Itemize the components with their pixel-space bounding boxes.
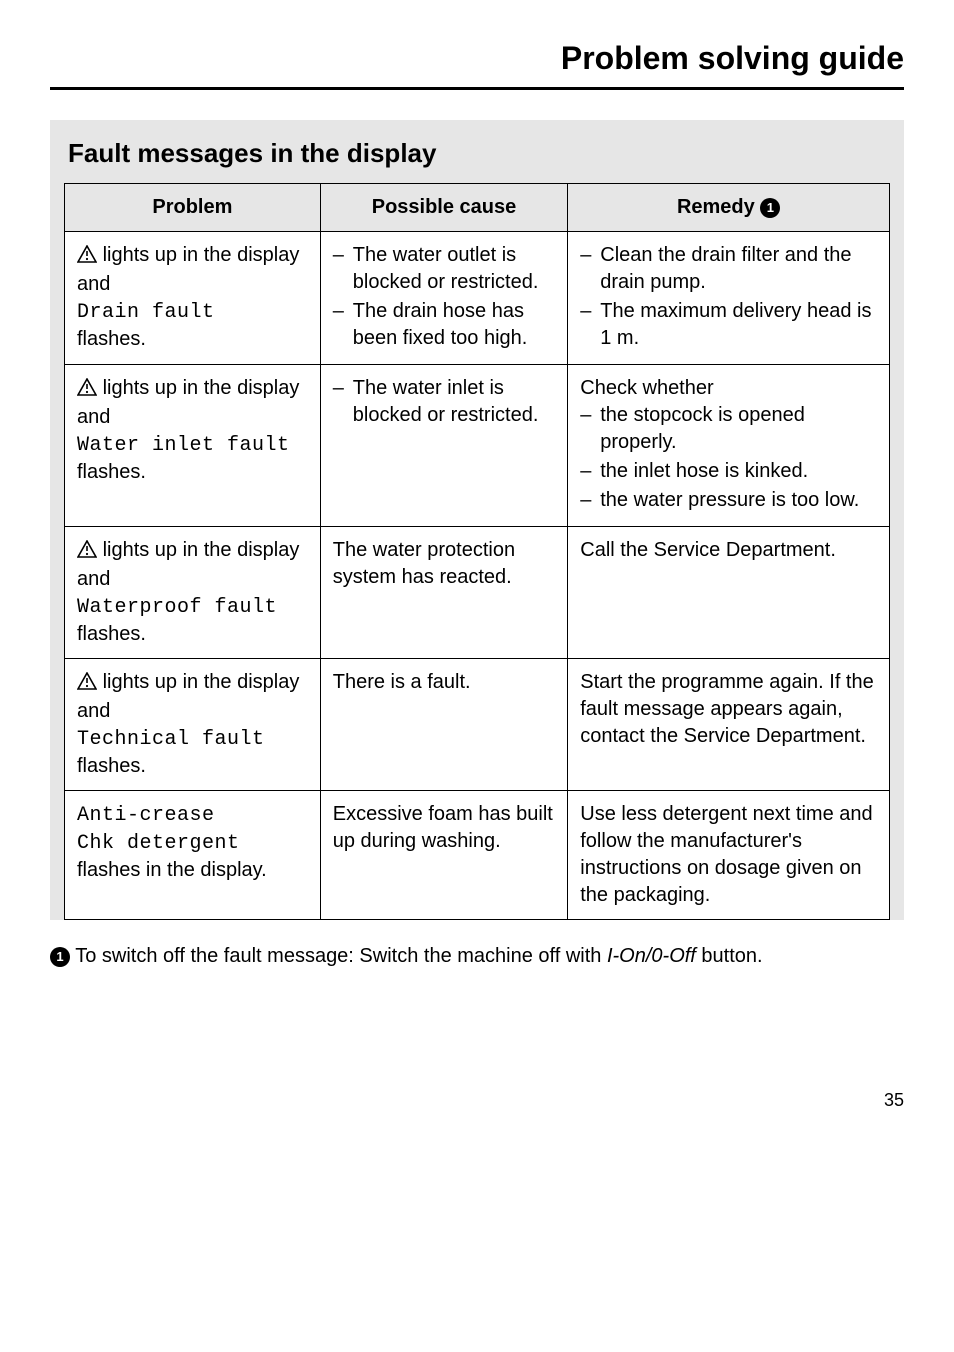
fault-section: Fault messages in the display Problem Po… bbox=[50, 120, 904, 920]
cause-plain: There is a fault. bbox=[333, 671, 471, 693]
footnote-italic: I-On/0-Off bbox=[607, 945, 696, 967]
cell-problem: lights up in the display and Water inlet… bbox=[65, 365, 321, 527]
remedy-item: the inlet hose is kinked. bbox=[580, 458, 877, 485]
table-row: Anti-crease Chk detergent flashes in the… bbox=[65, 791, 890, 920]
cell-remedy: Clean the drain filter and the drain pum… bbox=[568, 232, 890, 365]
problem-pre: lights up in the display and bbox=[77, 244, 299, 295]
remedy-list: the stopcock is opened properly. the inl… bbox=[580, 402, 877, 514]
cell-cause: The water inlet is blocked or restricted… bbox=[320, 365, 568, 527]
problem-fault-code: Chk detergent bbox=[77, 832, 240, 855]
cell-problem: Anti-crease Chk detergent flashes in the… bbox=[65, 791, 321, 920]
problem-pre: lights up in the display and bbox=[77, 539, 299, 590]
remedy-badge-icon: 1 bbox=[760, 198, 780, 218]
fault-table: Problem Possible cause Remedy 1 lights u… bbox=[64, 183, 890, 920]
warning-icon bbox=[77, 377, 97, 404]
problem-post: flashes. bbox=[77, 755, 146, 777]
problem-pre: lights up in the display and bbox=[77, 377, 299, 428]
remedy-plain: Start the programme again. If the fault … bbox=[580, 671, 874, 747]
problem-fault-code: Technical fault bbox=[77, 728, 265, 751]
cause-list: The water outlet is blocked or restricte… bbox=[333, 242, 556, 352]
col-cause: Possible cause bbox=[320, 184, 568, 232]
warning-icon bbox=[77, 539, 97, 566]
remedy-item: the stopcock is opened properly. bbox=[580, 402, 877, 456]
warning-icon bbox=[77, 671, 97, 698]
cell-remedy: Use less detergent next time and follow … bbox=[568, 791, 890, 920]
page-number: 35 bbox=[50, 1090, 904, 1111]
table-row: lights up in the display and Waterproof … bbox=[65, 527, 890, 659]
problem-fault-code: Water inlet fault bbox=[77, 434, 290, 457]
remedy-plain: Call the Service Department. bbox=[580, 539, 836, 561]
table-row: lights up in the display and Water inlet… bbox=[65, 365, 890, 527]
problem-fault-code: Waterproof fault bbox=[77, 596, 277, 619]
footnote-text-pre: To switch off the fault message: Switch … bbox=[75, 945, 607, 967]
cell-remedy: Call the Service Department. bbox=[568, 527, 890, 659]
problem-post: flashes. bbox=[77, 461, 146, 483]
footnote-badge-icon: 1 bbox=[50, 947, 70, 967]
cause-plain: The water protection system has reacted. bbox=[333, 539, 515, 588]
problem-post: flashes. bbox=[77, 328, 146, 350]
remedy-item: Clean the drain filter and the drain pum… bbox=[580, 242, 877, 296]
col-problem: Problem bbox=[65, 184, 321, 232]
remedy-plain: Check whether bbox=[580, 377, 713, 399]
col-remedy-label: Remedy bbox=[677, 196, 755, 218]
cell-remedy: Check whether the stopcock is opened pro… bbox=[568, 365, 890, 527]
problem-fault-code: Anti-crease bbox=[77, 804, 215, 827]
cause-plain: Excessive foam has built up during washi… bbox=[333, 803, 553, 852]
cell-cause: The water protection system has reacted. bbox=[320, 527, 568, 659]
footnote-text-post: button. bbox=[696, 945, 763, 967]
footnote: 1 To switch off the fault message: Switc… bbox=[50, 942, 904, 970]
cause-item: The water inlet is blocked or restricted… bbox=[333, 375, 556, 429]
header-rule bbox=[50, 87, 904, 90]
problem-pre: lights up in the display and bbox=[77, 671, 299, 722]
cell-problem: lights up in the display and Waterproof … bbox=[65, 527, 321, 659]
cell-cause: The water outlet is blocked or restricte… bbox=[320, 232, 568, 365]
cell-remedy: Start the programme again. If the fault … bbox=[568, 659, 890, 791]
remedy-list: Clean the drain filter and the drain pum… bbox=[580, 242, 877, 352]
cause-list: The water inlet is blocked or restricted… bbox=[333, 375, 556, 429]
remedy-item: the water pressure is too low. bbox=[580, 487, 877, 514]
page: Problem solving guide Fault messages in … bbox=[0, 0, 954, 1141]
table-row: lights up in the display and Drain fault… bbox=[65, 232, 890, 365]
cell-cause: Excessive foam has built up during washi… bbox=[320, 791, 568, 920]
problem-post: flashes in the display. bbox=[77, 859, 267, 881]
cause-item: The drain hose has been fixed too high. bbox=[333, 298, 556, 352]
cause-item: The water outlet is blocked or restricte… bbox=[333, 242, 556, 296]
section-title: Fault messages in the display bbox=[68, 138, 890, 169]
warning-icon bbox=[77, 244, 97, 271]
table-row: lights up in the display and Technical f… bbox=[65, 659, 890, 791]
problem-fault-code: Drain fault bbox=[77, 301, 215, 324]
remedy-plain: Use less detergent next time and follow … bbox=[580, 803, 872, 906]
cell-problem: lights up in the display and Technical f… bbox=[65, 659, 321, 791]
cell-problem: lights up in the display and Drain fault… bbox=[65, 232, 321, 365]
table-header-row: Problem Possible cause Remedy 1 bbox=[65, 184, 890, 232]
page-title: Problem solving guide bbox=[50, 40, 904, 77]
remedy-item: The maximum delivery head is 1 m. bbox=[580, 298, 877, 352]
col-remedy: Remedy 1 bbox=[568, 184, 890, 232]
problem-post: flashes. bbox=[77, 623, 146, 645]
cell-cause: There is a fault. bbox=[320, 659, 568, 791]
